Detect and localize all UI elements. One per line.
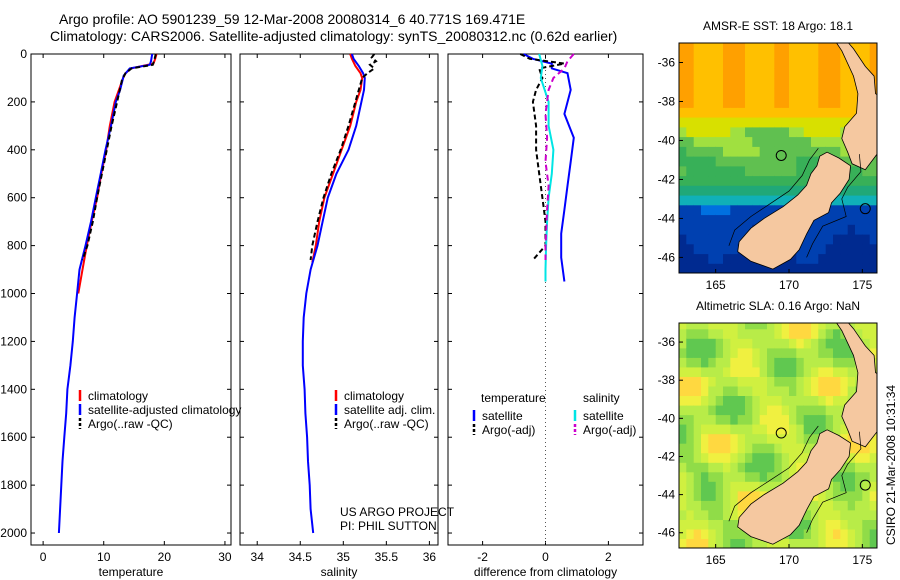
sst_map-ytick-label: -44 bbox=[658, 211, 676, 225]
sst_map-xtick-label: 165 bbox=[706, 278, 726, 292]
sst_map-south-island bbox=[737, 151, 852, 270]
sla_map-argo-marker bbox=[775, 427, 787, 439]
temperature-axes-box bbox=[30, 53, 232, 546]
sst_map-xtick-label: 175 bbox=[852, 278, 872, 292]
sla_map-xtick-label: 170 bbox=[779, 553, 799, 567]
sla_map-north-island bbox=[836, 323, 877, 448]
sst_map-ytick-label: -42 bbox=[658, 172, 676, 186]
sst_map-ytick-label: -46 bbox=[658, 250, 676, 264]
temperature-legend-label: satellite-adjusted climatology bbox=[88, 403, 241, 417]
legend-group-title-salinity: salinity bbox=[583, 391, 620, 405]
sst_map-argo-marker bbox=[775, 149, 787, 161]
difference-legend-label: satellite bbox=[583, 409, 624, 423]
temperature-ytick-label: 400 bbox=[7, 143, 27, 157]
map-sla_map: 165 170 175 -36 -38 -40 -42 -44 -46 Altimetric SL… bbox=[658, 299, 878, 567]
panel-temperature: 0 10 20 30 0 200 400 600 800 1000 1200 1400 1600 1800… bbox=[0, 47, 241, 579]
series-line-salinity-argo-raw-qc- bbox=[309, 53, 378, 261]
difference-xtick-label: 2 bbox=[605, 550, 612, 564]
sla_map-field bbox=[679, 323, 877, 548]
salinity-xtick-label: 36 bbox=[423, 550, 437, 564]
sla_map-xtick-label: 165 bbox=[706, 553, 726, 567]
title-line-1: Argo profile: AO 5901239_59 12-Mar-2008 … bbox=[59, 11, 526, 27]
salinity-legend-label: Argo(..raw -QC) bbox=[344, 417, 429, 431]
sst_map-isobath-west bbox=[728, 148, 819, 246]
sst_map-north-island bbox=[836, 43, 877, 171]
temperature-ytick-label: 1800 bbox=[0, 478, 27, 492]
series-line-salinity-satellite-adj-clim- bbox=[301, 53, 366, 534]
sst_map-field bbox=[679, 43, 877, 273]
sla_map-south-island bbox=[737, 429, 852, 545]
sla_map-ytick-label: -44 bbox=[658, 488, 676, 502]
salinity-xtick-label: 35.5 bbox=[375, 550, 399, 564]
sst_map-ytick-label: -36 bbox=[658, 55, 676, 69]
sst_map-ytick-label: -40 bbox=[658, 133, 676, 147]
series-line-temperature-satellite-adjusted-climatology bbox=[57, 53, 154, 534]
sla_map-isobath-east bbox=[806, 431, 862, 533]
sla_map-title: Altimetric SLA: 0.16 Argo: NaN bbox=[696, 299, 860, 313]
temperature-xtick-label: 10 bbox=[97, 550, 111, 564]
temperature-legend-label: Argo(..raw -QC) bbox=[88, 417, 173, 431]
salinity-legend-label: satellite adj. clim. bbox=[344, 403, 435, 417]
temperature-ytick-label: 200 bbox=[7, 95, 27, 109]
series-line-temperature-argo-raw-qc- bbox=[81, 53, 157, 261]
sst_map-secondary-marker bbox=[859, 203, 871, 215]
difference-legend-label: Argo(-adj) bbox=[583, 423, 636, 437]
difference-legend-label: Argo(-adj) bbox=[482, 423, 535, 437]
salinity-axes-box bbox=[239, 53, 439, 546]
panel-salinity: 34 34.5 35 35.5 36 salinity climatologysatelli… bbox=[239, 53, 455, 579]
sla_map-ytick-label: -36 bbox=[658, 335, 676, 349]
watermark: CSIRO 21-Mar-2008 10:31:34 bbox=[884, 384, 898, 545]
sst_map-frame bbox=[678, 42, 878, 274]
sst_map-title: AMSR-E SST: 18 Argo: 18.1 bbox=[703, 19, 853, 33]
sla_map-xtick-label: 175 bbox=[852, 553, 872, 567]
temperature-ytick-label: 1200 bbox=[0, 334, 27, 348]
salinity-xtick-label: 34.5 bbox=[289, 550, 313, 564]
sst_map-xtick-label: 170 bbox=[779, 278, 799, 292]
temperature-ytick-label: 0 bbox=[20, 47, 27, 61]
salinity-xlabel: salinity bbox=[321, 565, 358, 579]
series-line-difference-temperature-argo-adj- bbox=[519, 53, 565, 261]
difference-legend-label: satellite bbox=[482, 409, 523, 423]
temperature-ytick-label: 800 bbox=[7, 239, 27, 253]
sla_map-isobath-west bbox=[728, 425, 819, 522]
temperature-xtick-label: 30 bbox=[218, 550, 232, 564]
sla_map-secondary-marker bbox=[859, 479, 871, 491]
temperature-xtick-label: 0 bbox=[40, 550, 47, 564]
sla_map-ytick-label: -46 bbox=[658, 526, 676, 540]
salinity-legend-label: climatology bbox=[344, 389, 404, 403]
temperature-xlabel: temperature bbox=[99, 565, 164, 579]
temperature-ytick-label: 1000 bbox=[0, 287, 27, 301]
series-line-difference-temperature-satellite bbox=[523, 53, 575, 282]
temperature-ytick-label: 600 bbox=[7, 191, 27, 205]
temperature-legend-label: climatology bbox=[88, 389, 148, 403]
difference-xtick-label: -2 bbox=[477, 550, 488, 564]
sla_map-ytick-label: -40 bbox=[658, 411, 676, 425]
map-sst_map: 165 170 175 -36 -38 -40 -42 -44 -46 AMSR-E SST: 1… bbox=[658, 19, 878, 292]
annotation-line: PI: PHIL SUTTON bbox=[340, 519, 437, 533]
temperature-xtick-label: 20 bbox=[158, 550, 172, 564]
salinity-xtick-label: 35 bbox=[337, 550, 351, 564]
series-line-salinity-climatology bbox=[311, 53, 364, 263]
salinity-xtick-label: 34 bbox=[251, 550, 265, 564]
temperature-ytick-label: 1400 bbox=[0, 382, 27, 396]
difference-xlabel: difference from climatology bbox=[474, 565, 617, 579]
difference-xtick-label: 0 bbox=[542, 550, 549, 564]
legend-group-title-temperature: temperature bbox=[481, 391, 546, 405]
series-line-temperature-climatology bbox=[77, 53, 158, 294]
sla_map-ytick-label: -42 bbox=[658, 449, 676, 463]
sla_map-frame bbox=[678, 322, 878, 549]
temperature-ytick-label: 2000 bbox=[0, 526, 27, 540]
sst_map-ytick-label: -38 bbox=[658, 94, 676, 108]
annotation-line: US ARGO PROJECT bbox=[340, 505, 455, 519]
series-line-difference-salinity-argo-adj- bbox=[544, 53, 575, 260]
sla_map-ytick-label: -38 bbox=[658, 373, 676, 387]
title-line-2: Climatology: CARS2006. Satellite-adjuste… bbox=[50, 28, 618, 44]
sst_map-isobath-east bbox=[806, 154, 862, 258]
temperature-ytick-label: 1600 bbox=[0, 430, 27, 444]
